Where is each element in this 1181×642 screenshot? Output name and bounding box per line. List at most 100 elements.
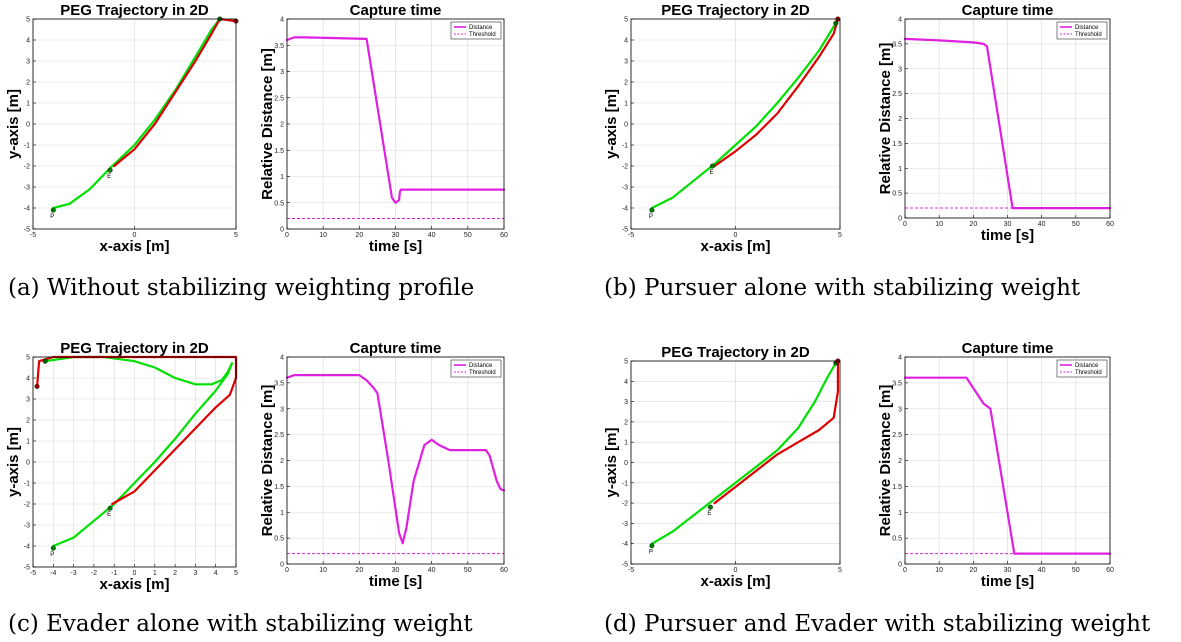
subfigure-b: -5 0 5 -5 -4 -3 -2 -1 0 1 2 3 4 5 P E PEG Trajectory in … [603, 2, 1114, 301]
y-tick-label: 1.5 [892, 141, 902, 148]
position-marker [42, 358, 48, 364]
x-tick-label: 60 [1106, 221, 1114, 228]
x-tick-label: 0 [903, 567, 907, 574]
y-axis-label: Relative Distance [m] [877, 385, 894, 537]
y-tick-label: 1 [898, 166, 902, 173]
x-tick-label: 10 [935, 221, 943, 228]
plot-frame [630, 360, 841, 565]
x-tick-label: 50 [464, 232, 472, 239]
x-tick-label: -2 [91, 570, 97, 577]
y-tick-label: 5 [26, 17, 30, 24]
x-axis-label: time [s] [981, 227, 1034, 244]
y-axis-label: y-axis [m] [603, 427, 620, 497]
y-tick-label: 1 [280, 174, 284, 181]
x-tick-label: 1 [153, 570, 157, 577]
x-tick-label: 30 [1004, 221, 1012, 228]
y-tick-label: 2 [898, 116, 902, 123]
y-tick-label: 2 [898, 458, 902, 465]
x-tick-label: 2 [173, 570, 177, 577]
marker-label: P [649, 214, 653, 220]
trajectory-chart: -5 0 5 -5 -4 -3 -2 -1 0 1 2 3 4 5 P E PEG Trajectory in … [603, 2, 842, 255]
y-tick-label: 2 [280, 122, 284, 129]
x-tick-label: 60 [500, 232, 508, 239]
plot-frame [32, 18, 237, 230]
distance-line [285, 374, 506, 545]
y-tick-label: -2 [622, 164, 628, 171]
x-tick-label: 0 [133, 570, 137, 577]
y-tick-label: 5 [624, 359, 628, 366]
x-tick-label: 3 [193, 570, 197, 577]
y-tick-label: 4 [898, 355, 902, 362]
y-axis-label: y-axis [m] [5, 89, 22, 159]
y-tick-label: 0.5 [274, 200, 284, 207]
x-tick-label: -5 [628, 567, 634, 574]
marker-label: E [107, 512, 111, 518]
position-marker [34, 383, 40, 389]
y-tick-label: -4 [622, 206, 628, 213]
subfigure-caption: (a) Without stabilizing weighting profil… [8, 275, 474, 301]
x-tick-label: 40 [1038, 221, 1046, 228]
x-tick-label: 20 [355, 232, 363, 239]
y-tick-label: -1 [622, 480, 628, 487]
y-tick-label: 4 [280, 355, 284, 362]
chart-title: PEG Trajectory in 2D [60, 340, 209, 357]
x-tick-label: 10 [319, 567, 327, 574]
y-tick-label: 2.5 [892, 91, 902, 98]
trajectory-chart: -5 0 5 -5 -4 -3 -2 -1 0 1 2 3 4 5 P E PEG Trajectory in … [5, 2, 239, 255]
marker-label: P [50, 214, 54, 220]
trajectory-line [713, 17, 840, 168]
y-tick-label: 4 [26, 376, 30, 383]
y-tick-label: 0 [898, 216, 902, 223]
position-marker [710, 163, 716, 169]
y-tick-label: 0 [898, 562, 902, 569]
x-tick-label: 0 [734, 567, 738, 574]
position-marker [50, 207, 56, 213]
legend-label-threshold: Threshold [1075, 370, 1102, 376]
plot-frame [286, 18, 505, 230]
marker-label: P [50, 552, 54, 558]
y-tick-label: -2 [24, 164, 30, 171]
x-axis-label: x-axis [m] [99, 576, 169, 593]
x-tick-label: 0 [285, 567, 289, 574]
y-tick-label: 0.5 [892, 536, 902, 543]
y-tick-label: 3.5 [892, 380, 902, 387]
capture-time-chart: 0 10 20 30 40 50 60 0 0.5 1 1.5 2 2.5 3 3.5 4 Capture ti… [259, 2, 508, 255]
chart-title: Capture time [962, 340, 1054, 357]
marker-label: E [107, 174, 111, 180]
y-tick-label: 1.5 [274, 484, 284, 491]
x-tick-label: 40 [428, 232, 436, 239]
x-tick-label: 5 [838, 232, 842, 239]
y-tick-label: 3 [280, 406, 284, 413]
legend-label-distance: Distance [469, 25, 493, 31]
position-marker [107, 167, 113, 173]
marker-label: E [707, 511, 711, 517]
y-axis-label: Relative Distance [m] [259, 48, 276, 200]
subfigure-a: -5 0 5 -5 -4 -3 -2 -1 0 1 2 3 4 5 P E PEG Trajectory in … [5, 2, 508, 301]
y-tick-label: 0 [26, 460, 30, 467]
x-tick-label: 20 [355, 567, 363, 574]
y-tick-label: 3 [898, 406, 902, 413]
x-tick-label: 5 [838, 567, 842, 574]
y-axis-label: Relative Distance [m] [877, 43, 894, 195]
y-tick-label: -4 [24, 544, 30, 551]
y-tick-label: -5 [24, 565, 30, 572]
y-tick-label: 3 [280, 69, 284, 76]
trajectory-line [650, 361, 837, 545]
marker-label: P [649, 550, 653, 556]
x-tick-label: 40 [1038, 567, 1046, 574]
x-axis-label: x-axis [m] [99, 238, 169, 255]
chart-title: PEG Trajectory in 2D [661, 2, 810, 19]
y-tick-label: -3 [24, 523, 30, 530]
y-tick-label: 0 [624, 122, 628, 129]
subfigure-caption: (b) Pursuer alone with stabilizing weigh… [604, 275, 1081, 301]
y-tick-label: 1 [26, 439, 30, 446]
y-axis-label: Relative Distance [m] [259, 385, 276, 537]
distance-line [285, 36, 506, 204]
y-tick-label: 1 [898, 510, 902, 517]
y-tick-label: 2 [624, 80, 628, 87]
plot-frame [286, 356, 505, 565]
x-tick-label: 60 [500, 567, 508, 574]
y-tick-label: -1 [24, 481, 30, 488]
subfigure-d: -5 0 5 -5 -4 -3 -2 -1 0 1 2 3 4 5 P E PEG Trajectory in … [603, 340, 1151, 637]
x-tick-label: -4 [50, 570, 56, 577]
